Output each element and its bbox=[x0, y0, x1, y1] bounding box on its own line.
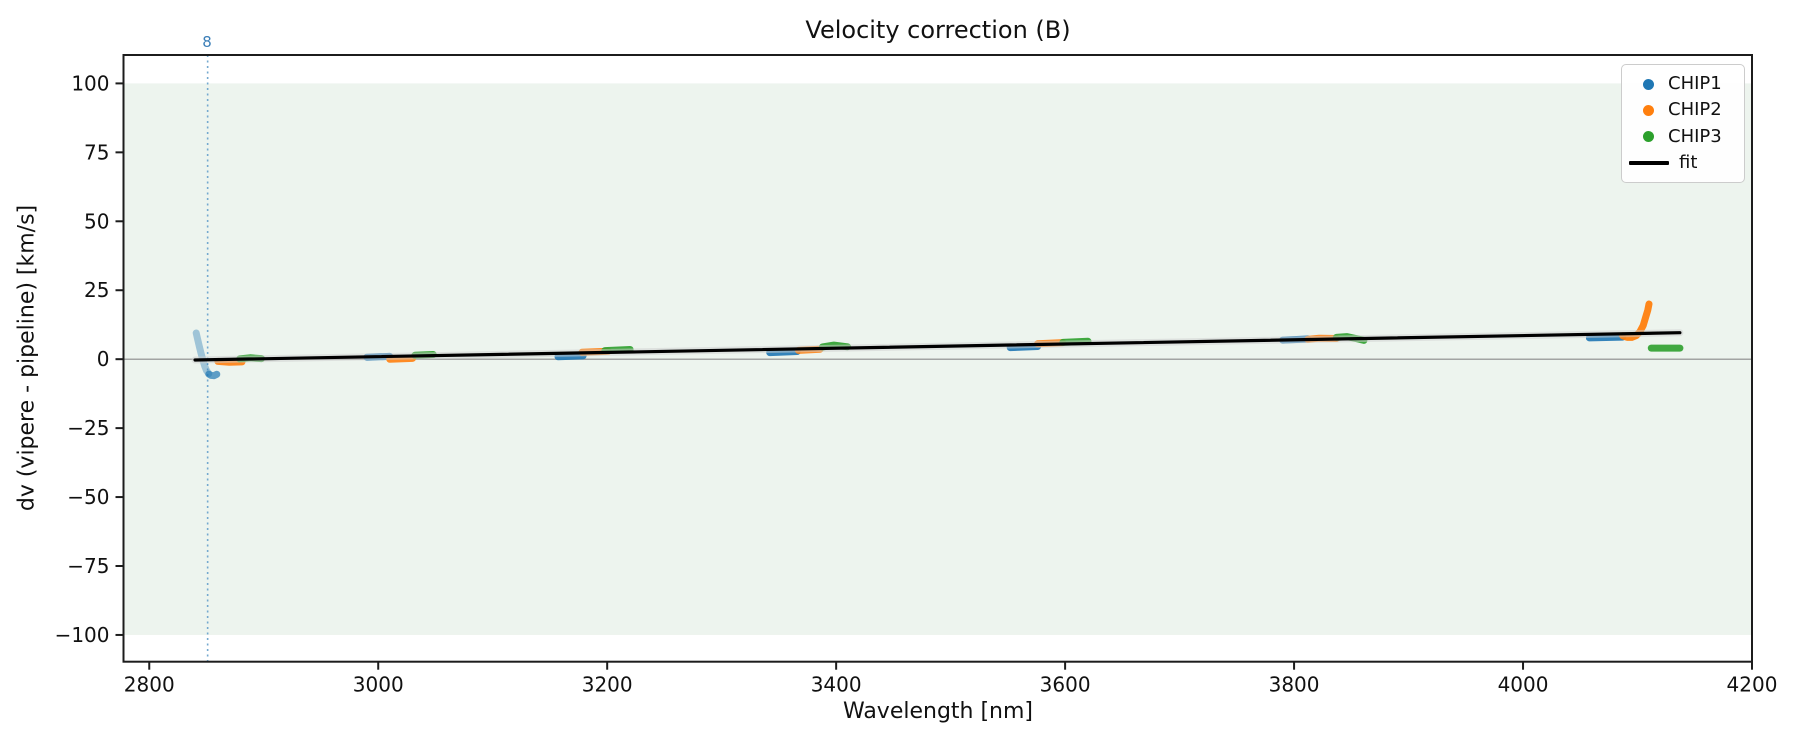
legend: CHIP1 CHIP2 CHIP3 fit bbox=[1621, 64, 1745, 183]
y-tick-label: 75 bbox=[84, 140, 109, 164]
x-tick-label: 3600 bbox=[1040, 673, 1091, 697]
legend-item-chip1: CHIP1 bbox=[1634, 71, 1736, 97]
legend-label: CHIP3 bbox=[1668, 125, 1722, 147]
chip1-marker-icon bbox=[1643, 78, 1654, 90]
x-tick-label: 4000 bbox=[1498, 673, 1549, 697]
x-tick-label: 2800 bbox=[124, 673, 175, 697]
x-tick-label: 3200 bbox=[582, 673, 633, 697]
chip2-marker-icon bbox=[1643, 104, 1654, 116]
legend-label: CHIP2 bbox=[1668, 99, 1722, 121]
legend-item-fit: fit bbox=[1629, 150, 1736, 176]
chart-title: Velocity correction (B) bbox=[805, 16, 1071, 44]
y-tick-label: −50 bbox=[67, 485, 109, 509]
fit-line bbox=[193, 331, 1682, 362]
legend-label: CHIP1 bbox=[1668, 73, 1722, 95]
order-number-annotation: 8 bbox=[202, 33, 212, 51]
y-tick-label: −100 bbox=[55, 623, 110, 647]
x-tick-label: 3400 bbox=[811, 673, 862, 697]
legend-item-chip3: CHIP3 bbox=[1634, 124, 1736, 150]
legend-item-chip2: CHIP2 bbox=[1634, 97, 1736, 123]
y-tick-label: 25 bbox=[84, 278, 109, 302]
x-axis-label: Wavelength [nm] bbox=[842, 699, 1034, 724]
legend-label: fit bbox=[1679, 151, 1698, 173]
chip3-marker-icon bbox=[1643, 131, 1654, 143]
y-tick-label: 100 bbox=[71, 71, 109, 95]
y-tick-label: 0 bbox=[97, 347, 110, 371]
y-axis-label: dv (vipere - pipeline) [km/s] bbox=[14, 204, 40, 512]
x-tick-label: 3800 bbox=[1269, 673, 1320, 697]
x-tick-label: 3000 bbox=[353, 673, 404, 697]
y-tick-label: −75 bbox=[67, 554, 109, 578]
fit-line-icon bbox=[1629, 161, 1669, 165]
y-tick-label: −25 bbox=[67, 416, 109, 440]
scatter-cluster-chip1 bbox=[205, 370, 221, 380]
y-tick-label: 50 bbox=[84, 209, 109, 233]
x-tick-label: 4200 bbox=[1727, 673, 1778, 697]
